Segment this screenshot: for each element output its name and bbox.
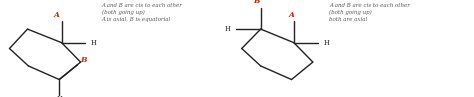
Text: B: B [253, 0, 259, 5]
Text: A: A [54, 11, 60, 19]
Text: H: H [323, 39, 329, 47]
Text: B: B [80, 56, 86, 64]
Text: H: H [91, 39, 97, 47]
Text: A and B are cis to each other
(both going up)
both are axial: A and B are cis to each other (both goin… [329, 3, 410, 22]
Text: A: A [289, 11, 294, 19]
Text: H: H [56, 95, 62, 97]
Text: H: H [225, 25, 230, 33]
Text: A and B are cis to each other
(both going up)
A is axial, B is equatorial: A and B are cis to each other (both goin… [102, 3, 183, 22]
